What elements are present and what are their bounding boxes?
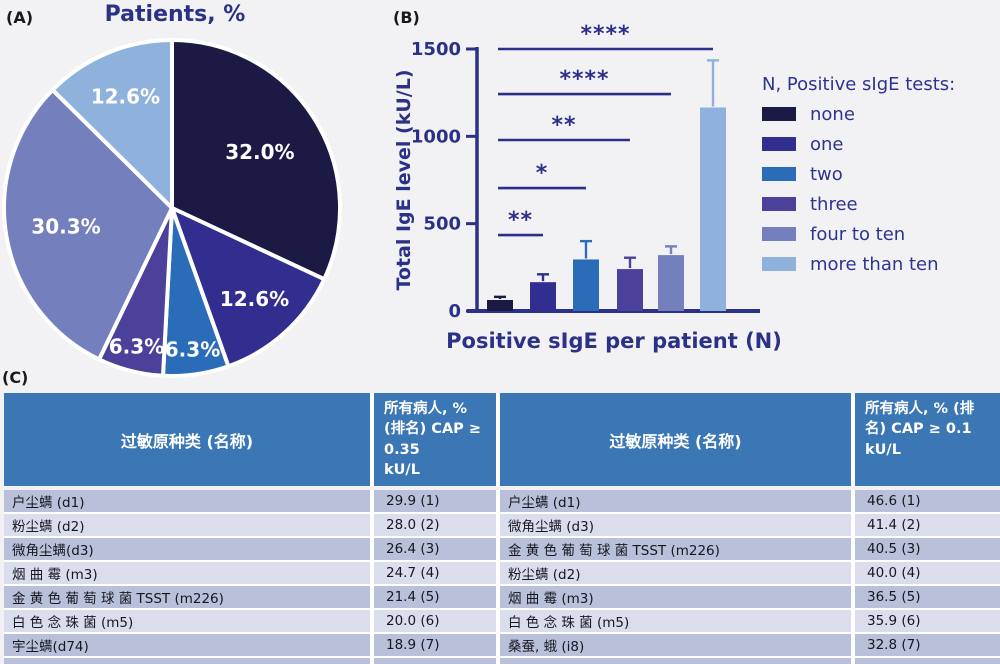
table-cell-value-right: 46.6 (1) [855, 490, 1000, 512]
legend-item-three: three [762, 189, 998, 219]
bar-one [530, 282, 556, 311]
y-axis-title: Total IgE level (kU/L) [393, 69, 415, 290]
bar-none [487, 299, 513, 311]
legend-swatch-two [762, 167, 796, 181]
significance-stars: ** [551, 113, 576, 138]
bar-three [617, 269, 643, 311]
table-cell-value-left: 20.0 (6) [374, 610, 496, 632]
table-cell-allergen-right: 户尘螨 (d1) [500, 490, 851, 512]
table-cell-value-right: 32.8 (7) [855, 634, 1000, 656]
table-body: 户尘螨 (d1) 29.9 (1) 户尘螨 (d1) 46.6 (1) 粉尘螨 (d2)… [4, 490, 1000, 664]
table-cell-partial [4, 658, 370, 664]
table-cell-allergen-right: 金 黄 色 葡 萄 球 菌 TSST (m226) [500, 538, 851, 560]
pie-label-three: 6.3% [109, 334, 164, 358]
legend-item-one: one [762, 129, 998, 159]
table-cell-value-right: 40.5 (3) [855, 538, 1000, 560]
legend-label: more than ten [810, 253, 939, 275]
bar-chart-legend: N, Positive sIgE tests: none one two three f… [762, 74, 998, 279]
pie-label-one: 12.6% [220, 287, 289, 311]
table-header-row: 过敏原种类 (名称) 所有病人, % (排名) CAP ≥ 0.35 kU/L … [4, 393, 1000, 486]
table-cell-allergen-right: 微角尘螨 (d3) [500, 514, 851, 536]
legend-label: one [810, 133, 844, 155]
y-tick-label: 0 [448, 301, 461, 322]
table-cell-partial [374, 658, 496, 664]
table-cell-partial [500, 658, 851, 664]
table-cell-allergen-left: 白 色 念 珠 菌 (m5) [4, 610, 370, 632]
header-percent-cap035: 所有病人, % (排名) CAP ≥ 0.35 kU/L [374, 393, 496, 486]
x-axis-title: Positive sIgE per patient (N) [446, 329, 782, 353]
table-cell-allergen-right: 粉尘螨 (d2) [500, 562, 851, 584]
legend-swatch-three [762, 197, 796, 211]
table-cell-value-right: 36.5 (5) [855, 586, 1000, 608]
table-cell-allergen-left: 粉尘螨 (d2) [4, 514, 370, 536]
allergen-table: 过敏原种类 (名称) 所有病人, % (排名) CAP ≥ 0.35 kU/L … [4, 393, 1000, 664]
significance-stars: **** [580, 22, 630, 47]
table-cell-allergen-left: 烟 曲 霉 (m3) [4, 562, 370, 584]
header-percent-cap01: 所有病人, % (排 名) CAP ≥ 0.1 kU/L [855, 393, 1000, 486]
panel-c-label: (C) [2, 368, 29, 387]
pie-label-none: 32.0% [225, 140, 294, 164]
pie-slice-none [170, 38, 343, 282]
table-cell-value-left: 18.9 (7) [374, 634, 496, 656]
bar-four-to-ten [658, 255, 684, 311]
legend-item-four-to-ten: four to ten [762, 219, 998, 249]
legend-label: four to ten [810, 223, 906, 245]
header-allergen-right: 过敏原种类 (名称) [500, 393, 851, 486]
legend-item-more-than-ten: more than ten [762, 249, 998, 279]
table-cell-value-left: 24.7 (4) [374, 562, 496, 584]
bar-two [573, 259, 599, 311]
legend-swatch-none [762, 107, 796, 121]
legend-items: none one two three four to ten more than ten [762, 99, 998, 279]
legend-label: three [810, 193, 858, 215]
table-cell-allergen-right: 桑蚕, 蛾 (i8) [500, 634, 851, 656]
legend-swatch-one [762, 137, 796, 151]
pie-label-two: 6.3% [165, 337, 220, 361]
table-cell-value-right: 35.9 (6) [855, 610, 1000, 632]
y-tick-label: 500 [423, 214, 461, 235]
table-cell-allergen-left: 户尘螨 (d1) [4, 490, 370, 512]
table-cell-allergen-left: 宇尘螨(d74) [4, 634, 370, 656]
pie-chart: 32.0% 12.6% 6.3%6.3% 30.3% 12.6% [2, 38, 343, 379]
table-cell-value-left: 29.9 (1) [374, 490, 496, 512]
table-cell-allergen-left: 金 黄 色 葡 萄 球 菌 TSST (m226) [4, 586, 370, 608]
panel-b-label: (B) [393, 8, 420, 27]
significance-stars: * [536, 161, 549, 186]
table-cell-allergen-left: 微角尘螨(d3) [4, 538, 370, 560]
panel-a-label: (A) [6, 8, 34, 27]
y-tick-label: 1500 [411, 39, 461, 60]
significance-stars: **** [559, 67, 609, 92]
table-cell-partial [855, 658, 1000, 664]
legend-item-none: none [762, 99, 998, 129]
legend-label: none [810, 103, 855, 125]
pie-slice-more-than-ten [50, 38, 174, 210]
table-cell-value-left: 26.4 (3) [374, 538, 496, 560]
bar-more-than-ten [700, 107, 726, 311]
pie-slice-four-to-ten [2, 87, 174, 362]
table-cell-value-right: 40.0 (4) [855, 562, 1000, 584]
legend-title: N, Positive sIgE tests: [762, 74, 956, 95]
header-allergen-left: 过敏原种类 (名称) [4, 393, 370, 486]
legend-label: two [810, 163, 843, 185]
legend-item-two: two [762, 159, 998, 189]
legend-swatch-more-than-ten [762, 257, 796, 271]
pie-slice-one [170, 206, 327, 369]
significance-stars: ** [508, 208, 533, 233]
pie-label-more-than-ten: 12.6% [91, 84, 160, 108]
pie-label-four-to-ten: 30.3% [31, 214, 100, 238]
table-cell-value-left: 28.0 (2) [374, 514, 496, 536]
table-cell-allergen-right: 烟 曲 霉 (m3) [500, 586, 851, 608]
table-cell-value-left: 21.4 (5) [374, 586, 496, 608]
legend-swatch-four-to-ten [762, 227, 796, 241]
pie-chart-title: Patients, % [104, 2, 246, 27]
y-tick-label: 1000 [411, 126, 461, 147]
table-cell-allergen-right: 白 色 念 珠 菌 (m5) [500, 610, 851, 632]
table-cell-value-right: 41.4 (2) [855, 514, 1000, 536]
